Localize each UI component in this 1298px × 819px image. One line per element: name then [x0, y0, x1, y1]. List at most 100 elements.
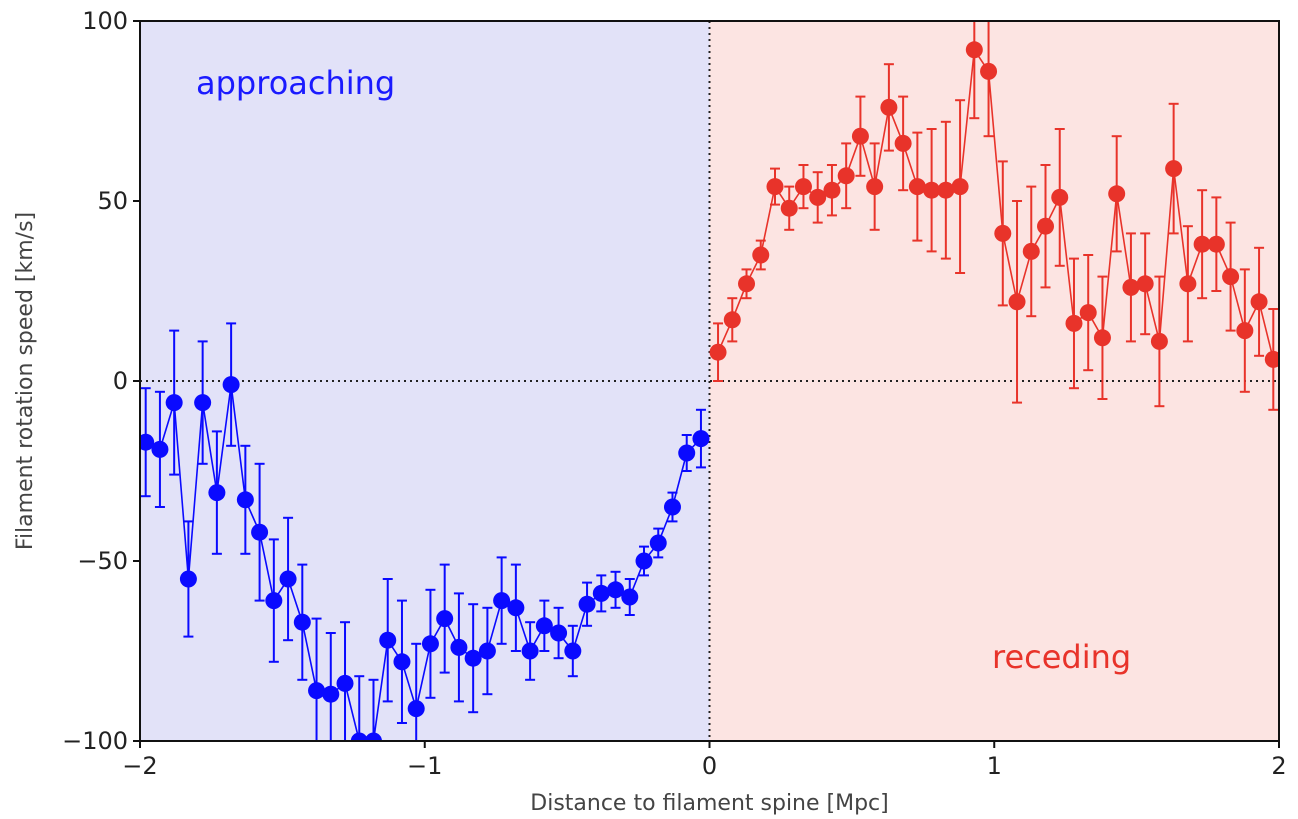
- y-tick-label: 50: [97, 187, 128, 215]
- point-marker: [880, 98, 898, 116]
- data-point: [1037, 164, 1055, 289]
- point-marker: [1122, 278, 1140, 296]
- data-point: [752, 239, 770, 271]
- y-tick-label: 100: [82, 7, 128, 35]
- data-point: [1165, 102, 1183, 235]
- point-marker: [308, 682, 326, 700]
- point-marker: [780, 199, 798, 217]
- point-marker: [1207, 235, 1225, 253]
- point-marker: [564, 642, 582, 660]
- data-point: [564, 624, 582, 678]
- data-point: [937, 120, 955, 260]
- point-marker: [194, 394, 212, 412]
- point-marker: [678, 444, 696, 462]
- data-point: [923, 128, 941, 253]
- data-point: [364, 678, 382, 741]
- axis-ticks: −2 −1 0 1 2 −100 −50 0 50 100: [62, 7, 1287, 780]
- data-point: [692, 408, 710, 469]
- data-point: [208, 430, 226, 555]
- data-point: [507, 563, 525, 652]
- data-point: [1065, 257, 1083, 390]
- point-marker: [393, 653, 411, 671]
- data-point: [965, 21, 983, 120]
- point-marker: [908, 178, 926, 196]
- data-point: [809, 171, 827, 224]
- point-marker: [1179, 275, 1197, 293]
- point-marker: [1079, 304, 1097, 322]
- point-marker: [535, 617, 553, 635]
- data-point: [678, 434, 696, 472]
- data-point: [1079, 254, 1097, 372]
- point-marker: [937, 181, 955, 199]
- point-marker: [1250, 293, 1268, 311]
- point-marker: [1222, 268, 1240, 286]
- data-point: [293, 563, 311, 681]
- reference-lines: [140, 21, 1279, 741]
- point-marker: [923, 181, 941, 199]
- data-point: [521, 621, 539, 681]
- data-point: [436, 563, 454, 674]
- data-point: [621, 578, 639, 616]
- data-point: [723, 297, 741, 343]
- approaching-label: approaching: [196, 64, 395, 102]
- data-point: [663, 491, 681, 523]
- point-marker: [1136, 275, 1154, 293]
- point-marker: [379, 631, 397, 649]
- point-marker: [866, 178, 884, 196]
- data-point: [179, 520, 197, 638]
- data-point: [450, 592, 468, 703]
- region-labels: approaching receding: [196, 64, 1131, 676]
- data-point: [151, 390, 169, 508]
- data-point: [194, 340, 212, 465]
- data-point: [279, 516, 297, 642]
- data-point: [1179, 225, 1197, 343]
- data-point: [393, 599, 411, 724]
- data-point: [794, 164, 812, 210]
- x-tick-label: 1: [987, 752, 1002, 780]
- point-marker: [635, 552, 653, 570]
- point-marker: [407, 700, 425, 718]
- point-marker: [980, 62, 998, 80]
- point-marker: [1022, 242, 1040, 260]
- point-marker: [1236, 322, 1254, 340]
- point-marker: [994, 224, 1012, 242]
- x-tick-label: 0: [702, 752, 717, 780]
- point-marker: [578, 595, 596, 613]
- point-marker: [208, 484, 226, 502]
- point-marker: [709, 343, 727, 361]
- point-marker: [293, 613, 311, 631]
- data-point: [951, 99, 969, 274]
- point-marker: [464, 649, 482, 667]
- data-point: [407, 642, 425, 741]
- point-marker: [837, 167, 855, 185]
- point-marker: [794, 178, 812, 196]
- point-marker: [450, 638, 468, 656]
- point-marker: [507, 599, 525, 617]
- point-marker: [165, 394, 183, 412]
- point-marker: [322, 685, 340, 703]
- point-marker: [723, 311, 741, 329]
- point-marker: [436, 610, 454, 628]
- data-point: [464, 603, 482, 714]
- data-point: [265, 538, 283, 663]
- data-point: [1093, 275, 1111, 400]
- point-marker: [151, 440, 169, 458]
- x-tick-label: −1: [407, 752, 442, 780]
- data-point: [994, 160, 1012, 307]
- point-marker: [823, 181, 841, 199]
- point-marker: [766, 178, 784, 196]
- data-point: [635, 545, 653, 577]
- data-point: [421, 588, 439, 699]
- point-marker: [179, 570, 197, 588]
- point-marker: [251, 523, 269, 541]
- data-point: [980, 21, 998, 138]
- point-marker: [965, 41, 983, 59]
- point-marker: [1008, 293, 1026, 311]
- data-point: [535, 599, 553, 652]
- plot-area: [140, 21, 1279, 741]
- data-point: [1122, 232, 1140, 343]
- point-marker: [350, 732, 368, 741]
- receding-label: receding: [992, 638, 1131, 676]
- data-point: [894, 95, 912, 192]
